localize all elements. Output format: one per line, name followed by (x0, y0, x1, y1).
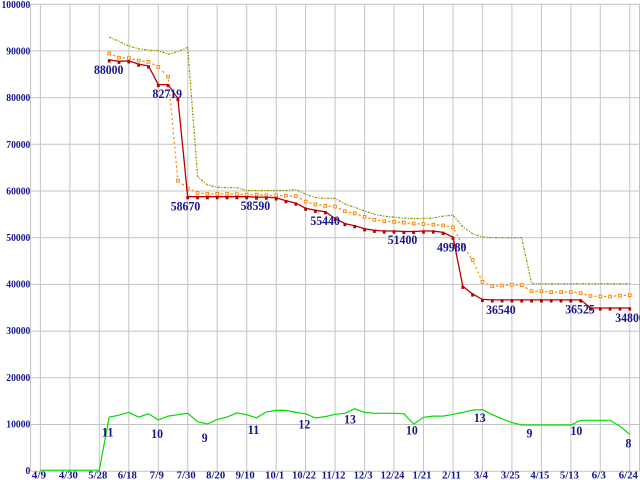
svg-text:11: 11 (102, 425, 114, 439)
svg-text:7/30: 7/30 (177, 471, 196, 480)
svg-text:55440: 55440 (310, 214, 340, 228)
svg-text:51400: 51400 (388, 233, 418, 247)
svg-text:3/4: 3/4 (474, 471, 488, 480)
svg-text:20000: 20000 (6, 373, 30, 384)
svg-text:12/3: 12/3 (354, 471, 373, 480)
svg-text:100000: 100000 (2, 0, 31, 11)
svg-text:9/10: 9/10 (236, 471, 255, 480)
svg-text:0: 0 (26, 466, 31, 477)
svg-text:30000: 30000 (6, 326, 30, 337)
svg-text:82719: 82719 (153, 87, 183, 101)
svg-text:40000: 40000 (6, 280, 30, 291)
svg-text:4/9: 4/9 (32, 471, 46, 480)
svg-text:80000: 80000 (6, 93, 30, 104)
svg-text:34800: 34800 (615, 311, 640, 325)
svg-text:36525: 36525 (565, 303, 595, 317)
svg-text:5/13: 5/13 (560, 471, 579, 480)
svg-text:11: 11 (248, 423, 260, 437)
svg-text:10: 10 (406, 423, 418, 437)
svg-text:88000: 88000 (94, 63, 124, 77)
svg-text:90000: 90000 (6, 47, 30, 58)
svg-text:58670: 58670 (171, 200, 201, 214)
svg-text:12: 12 (299, 417, 311, 431)
svg-text:50000: 50000 (6, 233, 30, 244)
svg-text:58590: 58590 (241, 199, 271, 213)
svg-text:49980: 49980 (437, 241, 467, 255)
svg-text:10: 10 (151, 427, 163, 441)
svg-text:10/1: 10/1 (265, 471, 284, 480)
svg-text:60000: 60000 (6, 186, 30, 197)
svg-text:10/22: 10/22 (292, 471, 316, 480)
svg-text:7/9: 7/9 (150, 471, 164, 480)
svg-text:13: 13 (344, 412, 356, 426)
svg-text:36540: 36540 (486, 303, 516, 317)
svg-text:6/3: 6/3 (592, 471, 606, 480)
svg-text:10: 10 (571, 424, 583, 438)
svg-text:11/12: 11/12 (322, 471, 346, 480)
svg-text:9: 9 (202, 431, 208, 445)
svg-text:3/25: 3/25 (501, 471, 520, 480)
svg-text:4/15: 4/15 (530, 471, 549, 480)
svg-text:1/21: 1/21 (413, 471, 432, 480)
svg-text:5/28: 5/28 (88, 471, 107, 480)
svg-text:6/24: 6/24 (619, 471, 638, 480)
svg-text:8: 8 (626, 437, 632, 451)
svg-text:8/20: 8/20 (206, 471, 225, 480)
svg-text:2/11: 2/11 (442, 471, 461, 480)
svg-text:9: 9 (527, 426, 533, 440)
svg-text:70000: 70000 (6, 140, 30, 151)
svg-text:10000: 10000 (6, 420, 30, 431)
svg-text:4/30: 4/30 (59, 471, 78, 480)
svg-text:6/18: 6/18 (118, 471, 137, 480)
svg-text:13: 13 (474, 411, 486, 425)
svg-text:12/24: 12/24 (381, 471, 405, 480)
